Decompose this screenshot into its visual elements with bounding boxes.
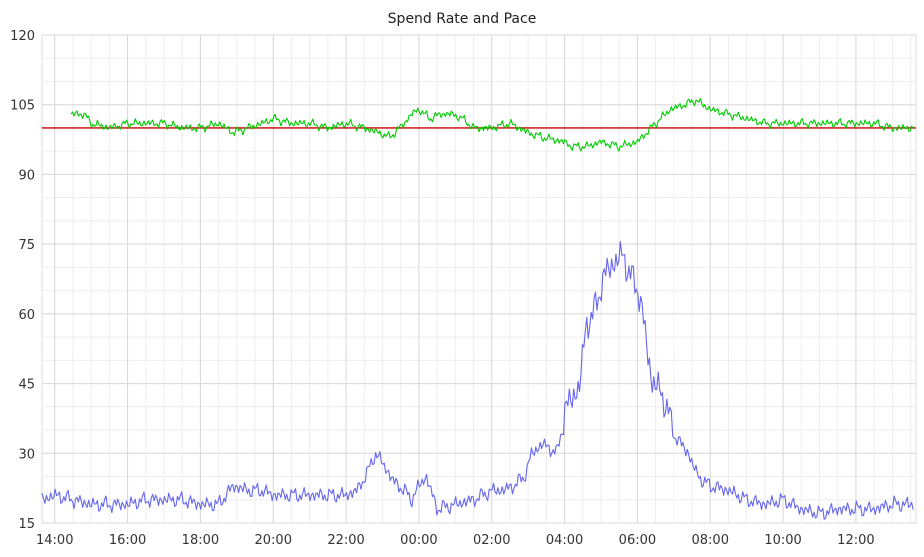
y-tick-label: 60 [18,308,35,323]
x-tick-label: 10:00 [764,533,801,548]
x-tick-label: 12:00 [837,533,874,548]
x-tick-label: 06:00 [619,533,656,548]
x-tick-label: 18:00 [182,533,219,548]
plot-area [41,34,917,524]
x-tick-label: 16:00 [109,533,146,548]
y-tick-label: 75 [18,238,35,253]
grid [41,34,917,524]
y-tick-label: 30 [18,447,35,462]
x-tick-label: 04:00 [546,533,583,548]
series-line-1 [70,97,914,152]
y-tick-label: 120 [10,29,35,44]
y-axis-ticks: 15 30 45 60 75 90 105 120 [10,29,35,532]
y-tick-label: 45 [18,378,35,393]
y-tick-label: 15 [18,517,35,532]
series-group [41,97,914,520]
series-line-2 [41,241,914,520]
x-tick-label: 20:00 [255,533,292,548]
x-tick-label: 22:00 [327,533,364,548]
x-tick-label: 02:00 [473,533,510,548]
x-tick-label: 00:00 [400,533,437,548]
y-tick-label: 105 [10,99,35,114]
x-axis-ticks: 14:00 16:00 18:00 20:00 22:00 00:00 02:00 04:00… [36,533,875,548]
chart-title: Spend Rate and Pace [388,11,537,27]
x-tick-label: 14:00 [36,533,73,548]
y-tick-label: 90 [18,168,35,183]
x-tick-label: 08:00 [692,533,729,548]
